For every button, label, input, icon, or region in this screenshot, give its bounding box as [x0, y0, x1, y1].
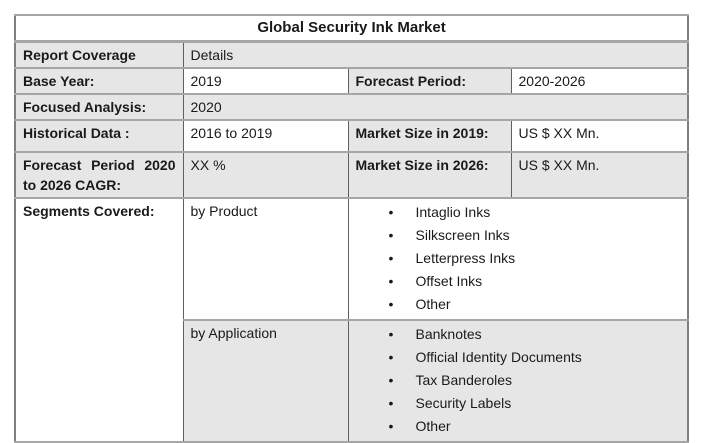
focused-analysis-row: Focused Analysis: 2020: [14, 93, 689, 121]
historical-data-row: Historical Data : 2016 to 2019 Market Si…: [14, 119, 689, 153]
market-report-table: Global Security Ink Market Report Covera…: [14, 14, 690, 443]
forecast-cagr-value: XX %: [182, 151, 349, 199]
base-year-row: Base Year: 2019 Forecast Period: 2020-20…: [14, 67, 689, 95]
market-size-2026-label: Market Size in 2026:: [347, 151, 512, 199]
segments-covered-label: Segments Covered:: [14, 197, 184, 443]
report-coverage-value: Details: [182, 40, 689, 69]
list-item: Intaglio Inks: [389, 202, 681, 223]
product-segments-list: Intaglio Inks Silkscreen Inks Letterpres…: [356, 202, 681, 315]
list-item: Other: [389, 416, 681, 437]
forecast-period-label: Forecast Period:: [347, 67, 512, 95]
list-item: Other: [389, 294, 681, 315]
historical-data-value: 2016 to 2019: [182, 119, 349, 153]
forecast-cagr-row: Forecast Period 2020 to 2026 CAGR: XX % …: [14, 151, 689, 199]
list-item: Letterpress Inks: [389, 248, 681, 269]
market-size-2019-value: US $ XX Mn.: [510, 119, 689, 153]
list-item: Tax Banderoles: [389, 370, 681, 391]
list-item: Silkscreen Inks: [389, 225, 681, 246]
application-segments-list: Banknotes Official Identity Documents Ta…: [356, 324, 681, 437]
forecast-cagr-label: Forecast Period 2020 to 2026 CAGR:: [14, 151, 184, 199]
market-size-2026-value: US $ XX Mn.: [510, 151, 689, 199]
segment-group-product: by Product: [182, 197, 349, 321]
report-coverage-row: Report Coverage Details: [14, 40, 689, 69]
focused-analysis-label: Focused Analysis:: [14, 93, 184, 121]
report-coverage-label: Report Coverage: [14, 40, 184, 69]
segments-product-row: Segments Covered: by Product Intaglio In…: [14, 197, 689, 443]
forecast-period-value: 2020-2026: [510, 67, 689, 95]
segment-group-application: by Application: [182, 319, 349, 443]
base-year-label: Base Year:: [14, 67, 184, 95]
list-item: Offset Inks: [389, 271, 681, 292]
product-segments-cell: Intaglio Inks Silkscreen Inks Letterpres…: [347, 197, 689, 321]
focused-analysis-value: 2020: [182, 93, 689, 121]
list-item: Security Labels: [389, 393, 681, 414]
historical-data-label: Historical Data :: [14, 119, 184, 153]
list-item: Official Identity Documents: [389, 347, 681, 368]
application-segments-cell: Banknotes Official Identity Documents Ta…: [347, 319, 689, 443]
list-item: Banknotes: [389, 324, 681, 345]
table-title: Global Security Ink Market: [14, 14, 689, 43]
market-size-2019-label: Market Size in 2019:: [347, 119, 512, 153]
base-year-value: 2019: [182, 67, 349, 95]
title-row: Global Security Ink Market: [14, 14, 689, 43]
